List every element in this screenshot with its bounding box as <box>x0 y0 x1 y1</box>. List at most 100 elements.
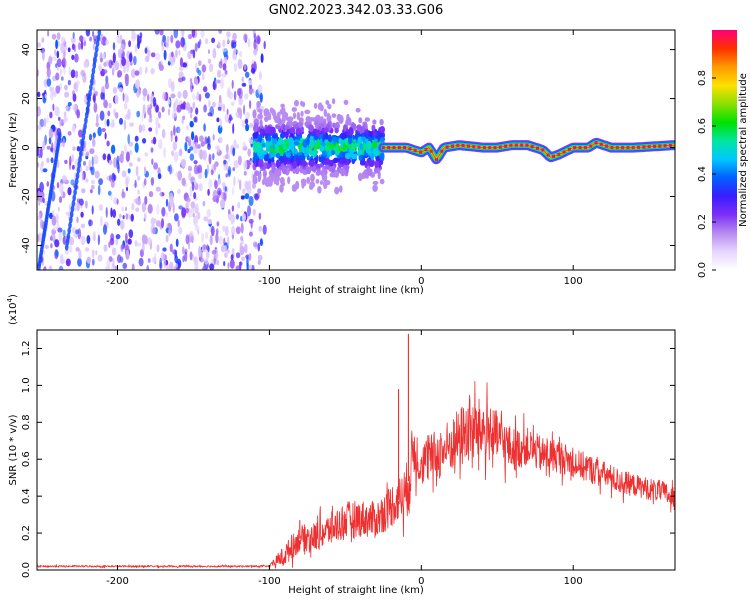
heatmap-cell <box>252 88 255 94</box>
heatmap-cell <box>194 203 199 214</box>
heatmap-cell <box>192 253 195 262</box>
heatmap-cell <box>170 93 176 99</box>
heatmap-cell <box>136 110 141 118</box>
heatmap-cell <box>144 152 149 157</box>
heatmap-cell <box>192 101 196 109</box>
heatmap-cell <box>112 87 118 94</box>
heatmap-cell <box>54 239 60 248</box>
heatmap-cell <box>117 70 123 78</box>
heatmap-cell <box>111 247 117 256</box>
heatmap-cell <box>309 139 315 147</box>
heatmap-cell <box>192 212 195 218</box>
heatmap-cell <box>338 138 344 145</box>
heatmap-cell <box>163 147 167 159</box>
heatmap-cell <box>103 61 107 67</box>
heatmap-cell <box>208 153 212 165</box>
heatmap-cell <box>244 71 250 78</box>
heatmap-cell <box>178 49 181 56</box>
heatmap-cell <box>97 184 101 196</box>
heatmap-cell <box>112 209 117 218</box>
heatmap-cell <box>95 250 98 256</box>
heatmap-cell <box>185 197 191 203</box>
heatmap-cell <box>249 122 254 128</box>
heatmap-cell <box>132 32 137 38</box>
heatmap-cell <box>37 106 41 117</box>
heatmap-cell <box>267 158 272 164</box>
heatmap-cell <box>203 216 209 222</box>
heatmap-cell <box>167 98 171 105</box>
heatmap-cell <box>79 150 83 158</box>
heatmap-cell <box>181 76 186 82</box>
signal-peak <box>647 145 651 149</box>
heatmap-cell <box>344 152 351 160</box>
heatmap-cell <box>138 257 144 267</box>
heatmap-cell <box>336 113 342 122</box>
heatmap-cell <box>248 100 252 109</box>
heatmap-cell <box>200 140 205 147</box>
heatmap-cell <box>305 116 312 123</box>
heatmap-cell <box>96 113 99 125</box>
heatmap-cell <box>50 147 53 152</box>
heatmap-cell <box>160 252 165 261</box>
heatmap-cell <box>257 108 263 113</box>
heatmap-cell <box>253 39 257 50</box>
signal-peak <box>403 146 407 150</box>
heatmap-cell <box>275 180 280 186</box>
heatmap-cell <box>112 52 116 63</box>
heatmap-cell <box>119 117 123 125</box>
heatmap-cell <box>331 113 337 118</box>
heatmap-cell <box>134 239 138 247</box>
heatmap-cell <box>68 221 72 229</box>
heatmap-cell <box>199 39 202 45</box>
heatmap-cell <box>245 123 250 132</box>
heatmap-cell <box>160 218 165 229</box>
heatmap-cell <box>277 161 281 167</box>
heatmap-cell <box>242 141 247 150</box>
heatmap-cell <box>211 37 216 44</box>
heatmap-cell <box>42 168 48 173</box>
heatmap-cell <box>315 179 320 184</box>
heatmap-cell <box>158 139 163 150</box>
heatmap-cell <box>72 124 76 133</box>
heatmap-cell <box>311 149 317 158</box>
heatmap-cell <box>371 124 376 132</box>
heatmap-cell <box>179 57 184 67</box>
heatmap-cell <box>97 126 102 137</box>
heatmap-cell <box>175 40 181 49</box>
heatmap-cell <box>343 99 349 105</box>
signal-peak <box>472 145 476 149</box>
colorbar-scale <box>712 30 737 270</box>
heatmap-cell <box>168 261 174 270</box>
heatmap-cell <box>232 32 237 41</box>
heatmap-cell <box>127 133 130 145</box>
heatmap-cell <box>71 54 75 61</box>
heatmap-cell <box>323 127 329 133</box>
heatmap-cell <box>69 216 73 224</box>
heatmap-cell <box>244 93 249 100</box>
heatmap-cell <box>239 179 242 191</box>
heatmap-cell <box>58 116 61 121</box>
heatmap-cell <box>257 254 263 261</box>
heatmap-cell <box>202 200 206 207</box>
heatmap-cell <box>319 180 324 185</box>
heatmap-cell <box>162 247 167 252</box>
heatmap-cell <box>69 155 72 166</box>
heatmap-cell <box>37 234 40 243</box>
colorbar-tick-label: 0.4 <box>697 166 708 182</box>
heatmap-cell <box>276 125 281 130</box>
heatmap-cell <box>367 168 373 176</box>
heatmap-cell <box>78 198 84 206</box>
heatmap-cell <box>291 107 297 112</box>
heatmap-cell <box>195 78 199 86</box>
heatmap-cell <box>218 30 223 34</box>
y-tick-label: 0.8 <box>21 414 32 430</box>
heatmap-cell <box>310 173 315 182</box>
heatmap-cell <box>89 36 93 42</box>
heatmap-cell <box>187 165 193 172</box>
heatmap-cell <box>247 148 251 157</box>
heatmap-cell <box>223 190 227 202</box>
signal-peak <box>562 150 566 154</box>
signal-peak <box>456 143 460 147</box>
heatmap-cell <box>246 256 249 268</box>
spectrogram-area <box>37 30 675 270</box>
